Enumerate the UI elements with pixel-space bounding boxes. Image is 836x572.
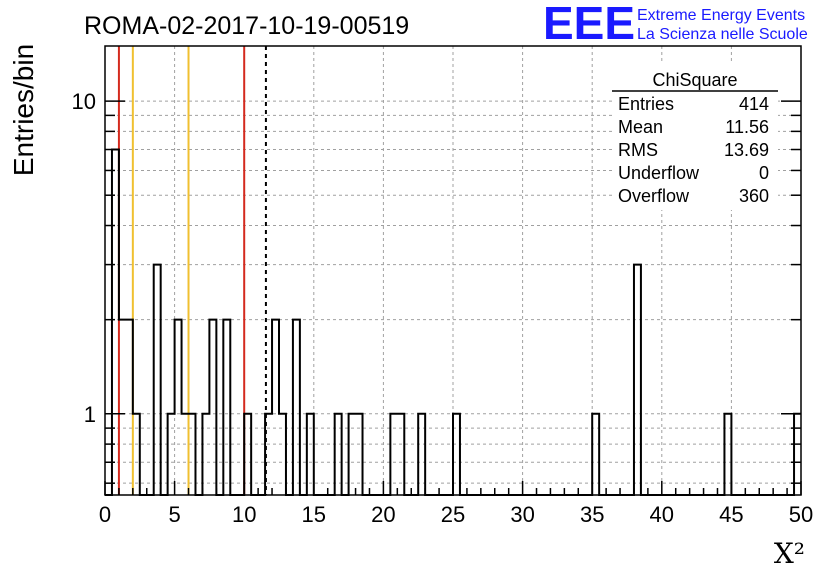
- stats-box: ChiSquare Entries 414 Mean 11.56 RMS 13.69 Und…: [612, 62, 778, 210]
- x-axis-label: X²: [774, 537, 805, 570]
- x-tick-label: 30: [510, 502, 534, 527]
- stats-label: Overflow: [618, 186, 690, 206]
- x-tick-labels: 0 5 10 15 20 25 30 35 40 45 50: [99, 502, 813, 527]
- x-tick-label: 45: [719, 502, 743, 527]
- x-tick-label: 25: [441, 502, 465, 527]
- x-tick-label: 20: [371, 502, 395, 527]
- x-tick-label: 5: [168, 502, 180, 527]
- stats-label: RMS: [618, 140, 658, 160]
- stats-value: 11.56: [725, 117, 769, 137]
- stats-label: Mean: [618, 117, 663, 137]
- x-tick-label: 0: [99, 502, 111, 527]
- y-tick-labels: 1 10: [72, 89, 96, 427]
- stats-label: Entries: [618, 94, 674, 114]
- logo-mark: EEE: [543, 0, 635, 49]
- x-tick-label: 10: [232, 502, 256, 527]
- stats-label: Underflow: [618, 163, 700, 183]
- stats-value: 414: [739, 94, 769, 114]
- eee-logo: EEE Extreme Energy Events La Scienza nel…: [543, 0, 808, 49]
- stats-value: 13.69: [724, 140, 769, 160]
- x-tick-label: 40: [650, 502, 674, 527]
- x-tick-label: 50: [789, 502, 813, 527]
- x-tick-label: 15: [302, 502, 326, 527]
- stats-value: 360: [739, 186, 769, 206]
- logo-line-1: Extreme Energy Events: [637, 7, 805, 24]
- logo-line-2: La Scienza nelle Scuole: [637, 26, 808, 43]
- y-tick-label: 10: [72, 89, 96, 114]
- x-tick-label: 35: [580, 502, 604, 527]
- chart-title: ROMA-02-2017-10-19-00519: [84, 12, 409, 40]
- y-axis-label: Entries/bin: [8, 44, 39, 176]
- y-tick-label: 1: [84, 402, 96, 427]
- axis-ticks: [104, 100, 802, 495]
- stats-title: ChiSquare: [652, 70, 737, 90]
- stats-value: 0: [759, 163, 769, 183]
